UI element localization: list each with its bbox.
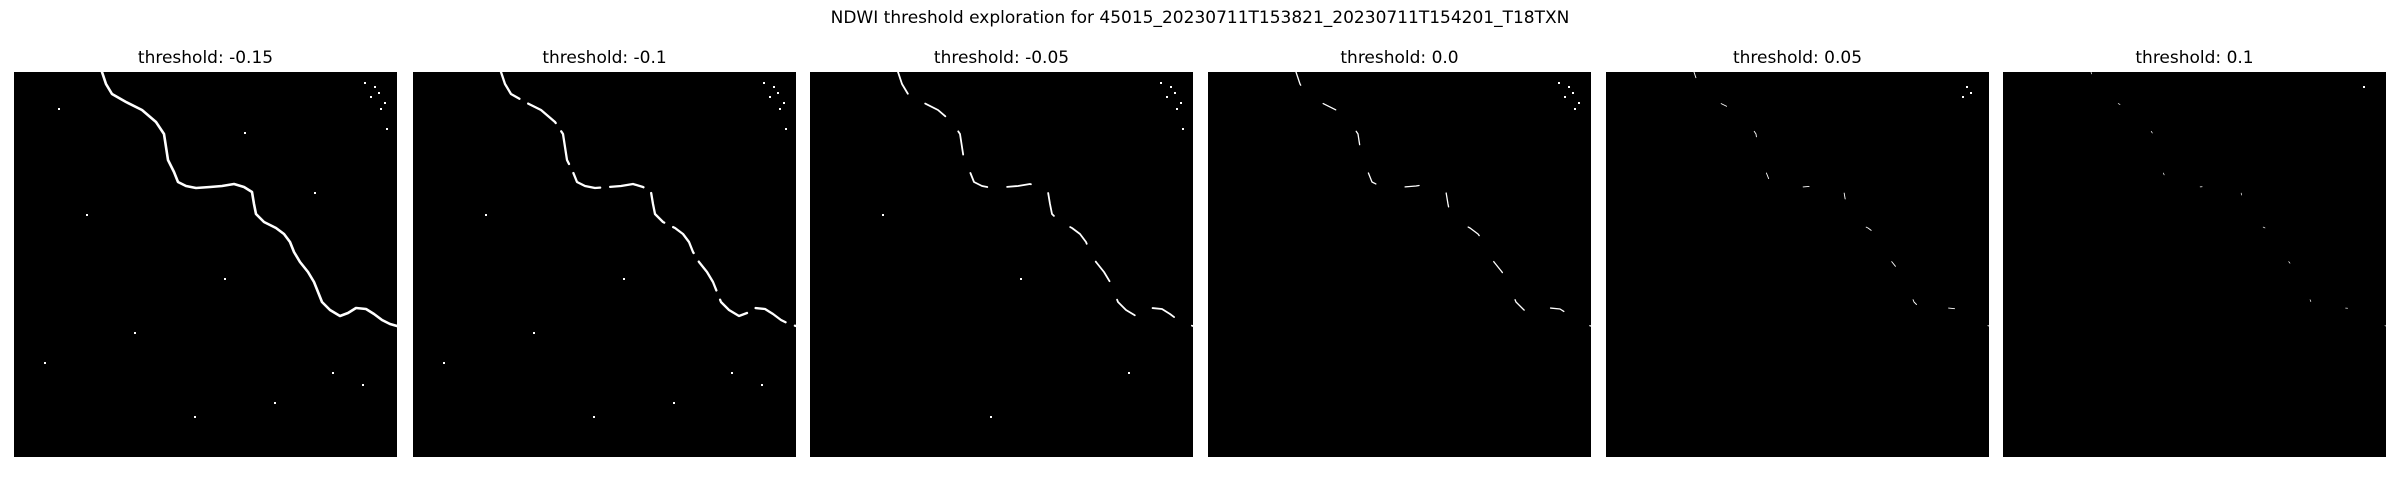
water-speckle: [1574, 108, 1576, 110]
panel-title: threshold: -0.15: [137, 48, 274, 68]
water-speckle: [673, 402, 675, 404]
water-speckle: [1166, 96, 1168, 98]
water-speckle: [785, 128, 787, 130]
panel-title: threshold: 0.05: [1732, 48, 1863, 68]
water-speckle: [1182, 128, 1184, 130]
water-speckle: [593, 416, 595, 418]
water-speckle: [779, 108, 781, 110]
water-speckle: [769, 96, 771, 98]
water-speckle: [1572, 92, 1574, 94]
water-speckle: [380, 108, 382, 110]
panel-title: threshold: -0.1: [542, 48, 667, 68]
water-speckle: [244, 132, 246, 134]
panel-title: threshold: -0.05: [933, 48, 1070, 68]
water-mask-svg: [1208, 72, 1591, 457]
water-speckle: [274, 402, 276, 404]
water-speckle: [384, 102, 386, 104]
water-speckle: [378, 92, 380, 94]
river-water-mask: [499, 72, 796, 328]
water-speckle: [1160, 82, 1162, 84]
water-speckle: [1966, 86, 1968, 88]
ndwi-mask-image: [2003, 72, 2386, 457]
water-speckle: [374, 86, 376, 88]
water-speckle: [990, 416, 992, 418]
ndwi-mask-image: [1208, 72, 1591, 457]
panel-title: threshold: 0.0: [1340, 48, 1459, 68]
water-speckle: [882, 214, 884, 216]
water-speckle: [1170, 86, 1172, 88]
water-mask-svg: [2003, 72, 2386, 457]
water-speckle: [485, 214, 487, 216]
water-mask-svg: [810, 72, 1193, 457]
water-speckle: [1962, 96, 1964, 98]
water-speckle: [314, 192, 316, 194]
water-speckle: [1578, 102, 1580, 104]
water-speckle: [1558, 82, 1560, 84]
water-speckle: [194, 416, 196, 418]
water-speckle: [773, 86, 775, 88]
water-speckle: [370, 96, 372, 98]
water-speckle: [1174, 92, 1176, 94]
water-speckle: [2363, 86, 2365, 88]
ndwi-mask-image: [413, 72, 796, 457]
water-speckle: [623, 278, 625, 280]
water-speckle: [1568, 86, 1570, 88]
water-speckle: [763, 82, 765, 84]
water-mask-svg: [14, 72, 397, 457]
ndwi-mask-image: [14, 72, 397, 457]
water-mask-svg: [413, 72, 796, 457]
water-speckle: [533, 332, 535, 334]
water-speckle: [783, 102, 785, 104]
water-speckle: [1020, 278, 1022, 280]
water-speckle: [777, 92, 779, 94]
water-speckle: [1128, 372, 1130, 374]
water-speckle: [386, 128, 388, 130]
land-background: [810, 72, 1193, 457]
land-background: [413, 72, 796, 457]
figure-title: NDWI threshold exploration for 45015_202…: [830, 8, 1570, 28]
ndwi-mask-image: [1606, 72, 1989, 457]
river-water-mask: [1295, 72, 1591, 327]
land-background: [2003, 72, 2386, 457]
water-speckle: [731, 372, 733, 374]
water-mask-svg: [1606, 72, 1989, 457]
water-speckle: [332, 372, 334, 374]
ndwi-mask-image: [810, 72, 1193, 457]
panel-title: threshold: 0.1: [2135, 48, 2254, 68]
land-background: [14, 72, 397, 457]
water-speckle: [86, 214, 88, 216]
river-water-mask: [100, 72, 397, 328]
water-speckle: [1180, 102, 1182, 104]
land-background: [1606, 72, 1989, 457]
water-speckle: [1970, 92, 1972, 94]
water-speckle: [1564, 96, 1566, 98]
land-background: [1208, 72, 1591, 457]
water-speckle: [443, 362, 445, 364]
water-speckle: [364, 82, 366, 84]
water-speckle: [134, 332, 136, 334]
water-speckle: [224, 278, 226, 280]
water-speckle: [44, 362, 46, 364]
water-speckle: [761, 384, 763, 386]
water-speckle: [1176, 108, 1178, 110]
water-speckle: [362, 384, 364, 386]
water-speckle: [58, 108, 60, 110]
river-water-mask: [897, 72, 1193, 327]
